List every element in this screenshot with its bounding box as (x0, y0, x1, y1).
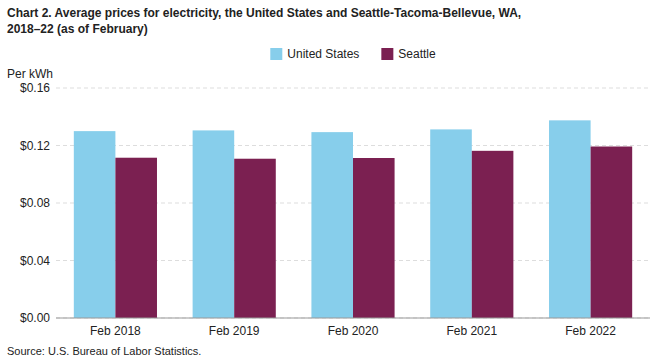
subtitle: 2018–22 (as of February) (7, 22, 148, 36)
y-tick-label: $0.04 (20, 254, 50, 268)
bars (74, 120, 632, 318)
y-axis-label: Per kWh (7, 67, 53, 81)
legend-label: United States (287, 47, 359, 61)
bar (311, 132, 353, 318)
grid-line (56, 318, 650, 319)
x-tick-label: Feb 2018 (90, 324, 141, 338)
y-tick-label: $0.16 (20, 81, 50, 95)
source-note: Source: U.S. Bureau of Labor Statistics. (7, 345, 201, 357)
x-tick-label: Feb 2022 (565, 324, 616, 338)
y-tick-label: $0.08 (20, 196, 50, 210)
legend: United States Seattle (270, 47, 436, 61)
bar (234, 159, 276, 318)
bar (115, 158, 157, 318)
x-axis-line (56, 318, 650, 319)
background (0, 0, 661, 360)
bar (549, 120, 591, 318)
y-tick-label: $0.00 (20, 311, 50, 325)
legend-label: Seattle (398, 47, 436, 61)
x-tick-label: Feb 2020 (328, 324, 379, 338)
grid-line (56, 88, 650, 89)
bar (472, 151, 514, 318)
bar (430, 129, 472, 318)
bar (353, 158, 395, 318)
x-tick-label: Feb 2021 (446, 324, 497, 338)
bar (591, 147, 633, 318)
chart: Chart 2. Average prices for electricity,… (0, 0, 661, 360)
bar (193, 130, 235, 318)
y-tick-label: $0.12 (20, 139, 50, 153)
x-tick-label: Feb 2019 (209, 324, 260, 338)
grid (56, 88, 650, 318)
legend-swatch (381, 48, 393, 60)
legend-swatch (270, 48, 282, 60)
bar (74, 131, 116, 318)
title: Chart 2. Average prices for electricity,… (7, 6, 521, 20)
